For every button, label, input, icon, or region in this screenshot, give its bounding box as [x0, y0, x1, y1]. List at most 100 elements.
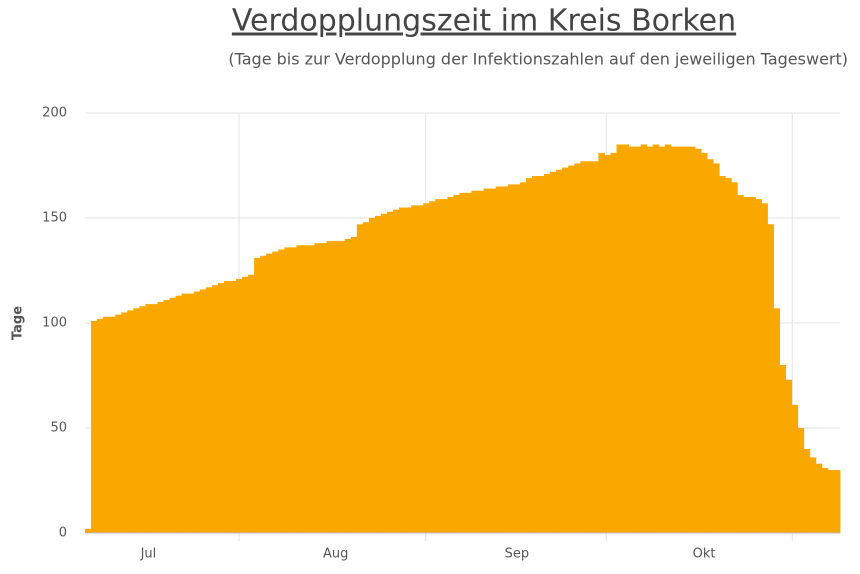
bar [205, 287, 213, 533]
bar [465, 192, 472, 534]
bar [652, 144, 660, 533]
y-tick-label: 100 [42, 316, 67, 331]
bar [556, 169, 563, 533]
bar [477, 190, 485, 533]
bar [199, 289, 207, 533]
bar [320, 243, 327, 533]
y-tick-label: 200 [42, 106, 67, 121]
bar [695, 148, 702, 533]
bar [574, 163, 581, 533]
bar [749, 197, 756, 533]
bar [507, 184, 515, 533]
bar [145, 304, 152, 533]
bar [640, 144, 648, 533]
bar [254, 257, 261, 533]
bar [495, 186, 503, 533]
bar [181, 293, 189, 533]
bar [682, 146, 690, 533]
bar [809, 457, 817, 533]
x-tick-label: Aug [323, 547, 348, 562]
bar [827, 470, 835, 533]
bar [791, 404, 799, 533]
bar [628, 146, 636, 533]
bar [773, 308, 780, 533]
bar [169, 297, 176, 533]
bar [429, 201, 436, 533]
bar [85, 528, 92, 533]
bar [278, 249, 285, 533]
bar [332, 241, 340, 533]
bar [248, 274, 255, 533]
bar [568, 165, 575, 533]
bar [658, 146, 666, 533]
bar [236, 278, 243, 533]
bar [260, 255, 267, 534]
bar [350, 236, 358, 533]
bar [103, 316, 110, 533]
bar [447, 197, 454, 533]
bar [139, 306, 146, 533]
bar [544, 173, 551, 533]
bar [175, 295, 183, 533]
bar [725, 178, 732, 533]
bar [610, 152, 617, 533]
bar [580, 161, 587, 534]
bar [393, 209, 400, 533]
bar [211, 285, 219, 533]
bar [229, 281, 237, 533]
bar [121, 312, 128, 533]
bar [489, 188, 497, 533]
bar [302, 245, 309, 534]
bar [296, 245, 303, 534]
bar [91, 320, 98, 533]
bar [821, 467, 829, 533]
bar [743, 197, 750, 533]
bar [471, 190, 478, 533]
bar [664, 144, 672, 533]
bar [670, 146, 678, 533]
bar [731, 182, 738, 534]
bar [187, 293, 195, 533]
bar [109, 316, 116, 533]
bar [290, 247, 297, 533]
bar [676, 146, 684, 533]
bar [767, 224, 774, 534]
bar [423, 203, 430, 534]
x-tick-label: Jul [140, 547, 157, 562]
bar [223, 281, 231, 533]
y-tick-label: 150 [42, 211, 67, 226]
bar [314, 243, 321, 533]
y-tick-label: 0 [59, 526, 67, 541]
bar [815, 463, 823, 533]
bar [284, 247, 291, 533]
bar [151, 304, 158, 533]
bar [803, 449, 811, 533]
bar [441, 199, 448, 533]
bar [737, 194, 744, 533]
bar [634, 146, 642, 533]
bar [417, 205, 424, 533]
bar [592, 161, 599, 534]
bar [707, 159, 714, 533]
bar [604, 155, 611, 533]
bar [157, 302, 164, 533]
bar [761, 203, 768, 534]
bar [519, 182, 527, 534]
bar [562, 167, 569, 533]
bar [785, 379, 793, 533]
bar [646, 146, 654, 533]
bar [538, 176, 545, 533]
bar [453, 194, 460, 533]
bar [133, 308, 140, 533]
bar [217, 283, 225, 533]
bar [622, 144, 629, 533]
bar [833, 470, 841, 533]
bar [368, 218, 376, 533]
bar [115, 314, 122, 533]
bar [127, 310, 134, 533]
chart-subtitle: (Tage bis zur Verdopplung der Infektions… [228, 50, 848, 69]
bar [531, 176, 539, 533]
bar [326, 241, 334, 533]
bar [374, 215, 382, 533]
